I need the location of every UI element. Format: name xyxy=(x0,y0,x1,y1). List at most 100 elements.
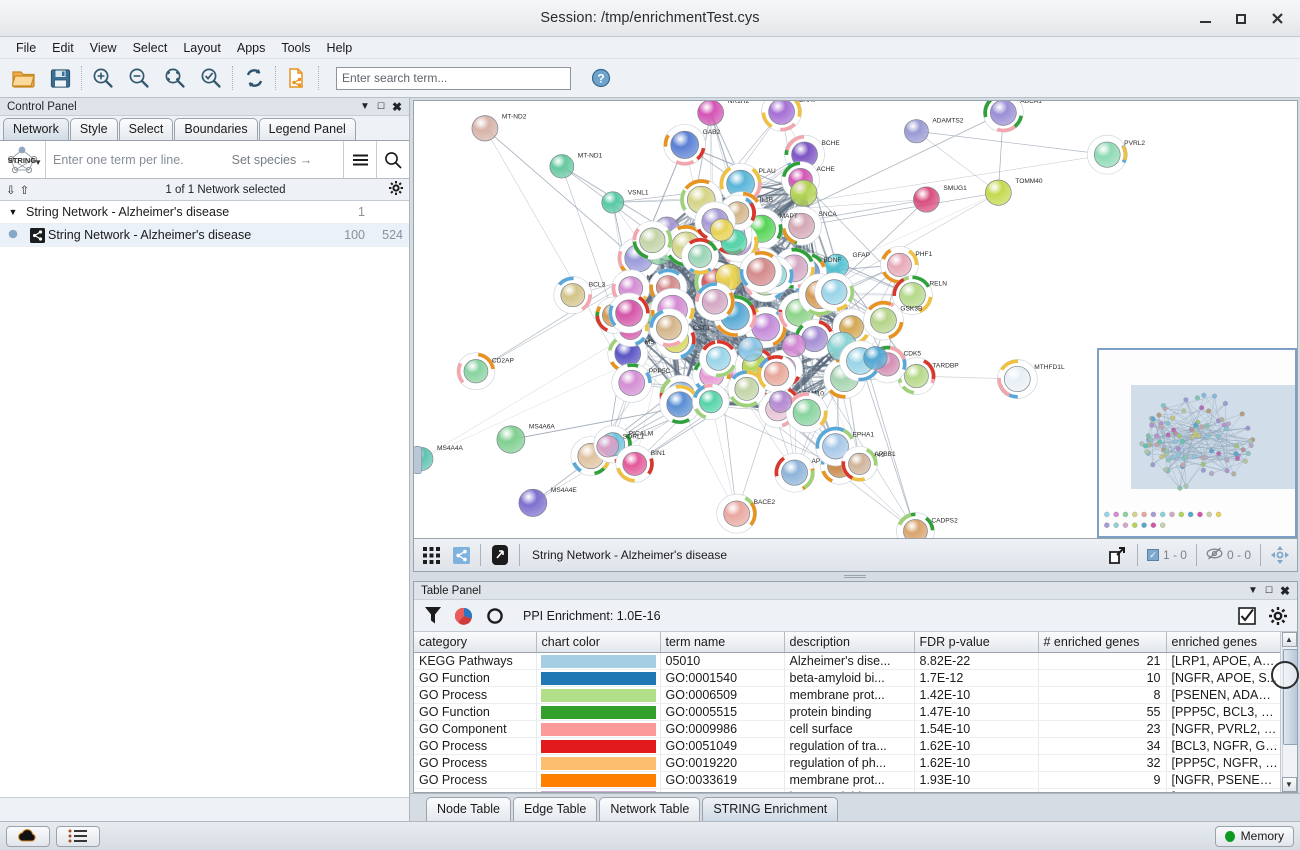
chevron-down-icon[interactable]: ▼ xyxy=(34,158,42,167)
close-icon[interactable]: ✖ xyxy=(391,99,403,114)
minimize-button[interactable] xyxy=(1188,4,1222,34)
network-node-BCL3[interactable]: BCL3 xyxy=(553,276,606,314)
network-node-APBB1[interactable]: APBB1 xyxy=(841,445,897,482)
node-circle[interactable] xyxy=(782,333,807,358)
tab-boundaries[interactable]: Boundaries xyxy=(174,118,258,140)
node-circle[interactable] xyxy=(706,346,731,371)
network-node-CADPS2[interactable]: CADPS2 xyxy=(896,512,958,538)
birds-eye-navigator[interactable] xyxy=(1097,348,1297,538)
network-node-GAB2[interactable]: GAB2 xyxy=(663,124,721,166)
tab-network[interactable]: Network xyxy=(3,118,69,140)
tree-row-network[interactable]: String Network - Alzheimer's disease 100… xyxy=(0,224,409,247)
table-row[interactable]: GO Process GO:0050435beta-amyloid m...2.0… xyxy=(414,788,1280,792)
node-circle[interactable] xyxy=(734,376,759,401)
node-circle[interactable] xyxy=(463,359,489,384)
network-node-SNCA[interactable]: SNCA xyxy=(781,206,838,246)
donut-chart-icon[interactable] xyxy=(484,605,506,627)
node-circle[interactable] xyxy=(656,315,682,341)
network-node-BIN1[interactable]: BIN1 xyxy=(615,444,666,483)
column-header-genes[interactable]: enriched genes xyxy=(1166,632,1280,653)
checkbox-checked-icon[interactable] xyxy=(1236,605,1258,627)
network-node[interactable] xyxy=(739,250,783,293)
network-node[interactable] xyxy=(785,392,828,434)
help-icon[interactable]: ? xyxy=(583,62,619,94)
node-circle[interactable] xyxy=(639,227,666,254)
node-circle[interactable] xyxy=(904,119,929,144)
menu-view[interactable]: View xyxy=(89,40,117,55)
node-circle[interactable] xyxy=(769,390,792,413)
table-row[interactable]: GO Function GO:0005515 protein binding 1.47… xyxy=(414,703,1280,721)
network-node-CHAT[interactable]: CHAT xyxy=(761,101,816,132)
table-row[interactable]: GO Function GO:0001540 beta-amyloid bi... 1… xyxy=(414,669,1280,687)
zoom-fit-network-icon[interactable] xyxy=(193,62,229,94)
network-canvas[interactable]: MT-ND2 MT-ND1 VSNL1 CD2AP MS4A4A MS4A6A MS4A4E… xyxy=(413,100,1298,539)
network-node[interactable] xyxy=(710,218,734,242)
table-row[interactable]: GO Process GO:0006509 membrane prot... 1.42… xyxy=(414,686,1280,704)
node-circle[interactable] xyxy=(789,179,818,207)
table-row[interactable]: GO Process GO:0051049 regulation of tra...… xyxy=(414,737,1280,755)
network-node-VSNL1[interactable]: VSNL1 xyxy=(601,190,649,214)
node-circle[interactable] xyxy=(518,488,548,517)
node-circle[interactable] xyxy=(670,130,700,159)
menu-select[interactable]: Select xyxy=(132,40,168,55)
node-circle[interactable] xyxy=(863,346,888,370)
node-circle[interactable] xyxy=(788,212,815,239)
network-node-ADAMTS2[interactable]: ADAMTS2 xyxy=(904,118,964,144)
network-node[interactable] xyxy=(814,272,855,312)
network-node[interactable] xyxy=(782,333,807,358)
menu-tools[interactable]: Tools xyxy=(281,40,311,55)
zoom-fit-selected-icon[interactable] xyxy=(157,62,193,94)
column-header-description[interactable]: description xyxy=(784,632,915,653)
node-circle[interactable] xyxy=(781,459,808,486)
annotation-tool-icon[interactable] xyxy=(485,542,515,569)
navigator-viewport-rect[interactable] xyxy=(1131,385,1295,489)
node-circle[interactable] xyxy=(887,252,912,277)
node-circle[interactable] xyxy=(990,101,1017,126)
node-circle[interactable] xyxy=(471,115,499,142)
node-circle[interactable] xyxy=(848,452,871,475)
task-list-icon[interactable] xyxy=(56,825,100,847)
tree-row-root[interactable]: ▼ String Network - Alzheimer's disease 1 xyxy=(0,201,409,224)
menu-edit[interactable]: Edit xyxy=(52,40,74,55)
network-node[interactable] xyxy=(769,390,792,413)
node-circle[interactable] xyxy=(549,154,575,179)
node-circle[interactable] xyxy=(913,186,940,213)
tab-select[interactable]: Select xyxy=(118,118,174,140)
node-circle[interactable] xyxy=(710,218,734,242)
column-header-chart_color[interactable]: chart color xyxy=(536,632,661,653)
network-node[interactable] xyxy=(632,220,673,260)
export-image-icon[interactable] xyxy=(1103,542,1133,569)
node-circle[interactable] xyxy=(870,307,897,334)
share-network-icon[interactable] xyxy=(446,542,476,569)
node-circle[interactable] xyxy=(615,299,643,327)
network-node[interactable] xyxy=(756,354,797,394)
open-session-icon[interactable] xyxy=(6,62,42,94)
table-vertical-scrollbar[interactable]: ▲ ▼ xyxy=(1270,632,1299,792)
gear-icon[interactable] xyxy=(1267,605,1289,627)
string-logo-icon[interactable]: STRING ▼ xyxy=(0,141,46,178)
scroll-down-icon[interactable]: ▼ xyxy=(1281,777,1297,792)
collapse-all-icon[interactable]: ⇩ xyxy=(6,184,16,197)
panel-split-handle[interactable] xyxy=(410,572,1300,581)
gear-icon[interactable] xyxy=(385,181,415,198)
menu-apps[interactable]: Apps xyxy=(236,40,266,55)
filter-icon[interactable] xyxy=(422,605,444,627)
network-node[interactable] xyxy=(863,346,888,370)
network-node-PPP5C[interactable]: PPP5C xyxy=(611,363,671,403)
network-node-TOMM40[interactable]: TOMM40 xyxy=(985,178,1043,206)
close-icon[interactable]: ✖ xyxy=(1279,583,1291,598)
tab-style[interactable]: Style xyxy=(69,118,118,140)
network-node[interactable] xyxy=(737,336,764,362)
node-circle[interactable] xyxy=(737,336,764,362)
close-button[interactable] xyxy=(1260,4,1294,34)
tab-node-table[interactable]: Node Table xyxy=(426,797,512,821)
network-node-PHF1[interactable]: PHF1 xyxy=(880,246,933,284)
network-node[interactable] xyxy=(692,383,730,421)
node-circle[interactable] xyxy=(601,191,625,214)
node-circle[interactable] xyxy=(985,179,1012,206)
network-node-RELN[interactable]: RELN xyxy=(892,275,947,315)
chevron-down-icon[interactable]: ▼ xyxy=(360,101,370,112)
node-circle[interactable] xyxy=(903,519,928,538)
chevron-down-icon[interactable]: ▼ xyxy=(1248,585,1258,596)
refresh-icon[interactable] xyxy=(236,62,272,94)
